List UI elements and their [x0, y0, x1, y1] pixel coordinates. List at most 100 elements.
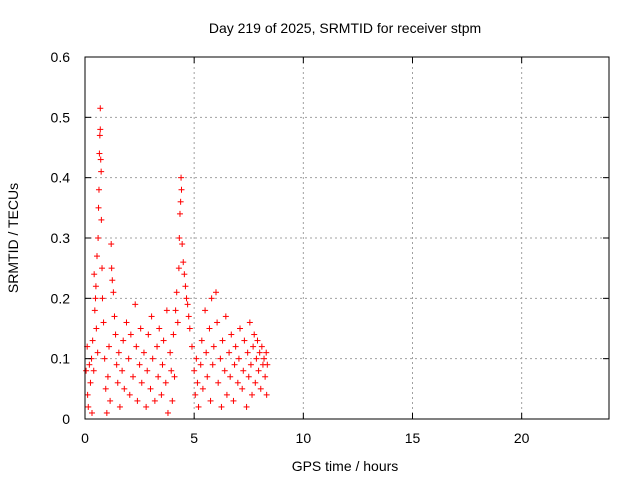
data-point [147, 385, 154, 392]
data-point [123, 319, 130, 326]
data-point [95, 204, 102, 211]
data-point [193, 355, 200, 362]
data-point [84, 391, 91, 398]
data-point [102, 385, 109, 392]
data-point [253, 355, 260, 362]
data-point [158, 391, 165, 398]
y-tick-label: 0.2 [51, 290, 71, 306]
x-tick-label: 15 [405, 430, 421, 446]
data-point [95, 186, 102, 193]
data-point [85, 403, 92, 410]
data-point [219, 337, 226, 344]
data-point [209, 361, 216, 368]
data-point [89, 337, 96, 344]
y-axis-title: SRMTID / TECUs [5, 183, 21, 293]
data-point [215, 379, 222, 386]
data-point [178, 174, 185, 181]
data-point [91, 307, 98, 314]
data-point [93, 325, 100, 332]
y-tick-label: 0.6 [51, 49, 71, 65]
data-point [185, 313, 192, 320]
data-point [88, 409, 95, 416]
data-point [160, 337, 167, 344]
data-point [214, 319, 221, 326]
data-point [86, 361, 93, 368]
x-axis-title: GPS time / hours [292, 458, 399, 474]
data-point [154, 343, 161, 350]
data-point [111, 313, 118, 320]
data-point [112, 331, 119, 338]
data-point [121, 385, 128, 392]
data-point [218, 403, 225, 410]
data-point [244, 349, 251, 356]
data-point [262, 373, 269, 380]
data-point [116, 403, 123, 410]
data-point [98, 216, 105, 223]
data-point [254, 337, 261, 344]
data-point [109, 277, 116, 284]
data-point [169, 397, 176, 404]
data-point [148, 313, 155, 320]
data-point [96, 150, 103, 157]
data-point [232, 343, 239, 350]
data-point [197, 361, 204, 368]
data-point [92, 295, 99, 302]
data-point [261, 355, 268, 362]
data-point [241, 337, 248, 344]
data-point [167, 349, 174, 356]
data-point [178, 186, 185, 193]
data-point [99, 265, 106, 272]
axis-ticks: 0 0.1 0.2 0.3 0.4 0.5 0.6 0 5 10 15 20 [51, 49, 609, 446]
data-point [127, 331, 134, 338]
data-point [227, 373, 234, 380]
data-point [239, 385, 246, 392]
chart-title: Day 219 of 2025, SRMTID for receiver stp… [209, 20, 481, 36]
data-point [217, 355, 224, 362]
data-point [95, 235, 102, 241]
data-point [138, 379, 145, 386]
data-point [149, 355, 156, 362]
data-point [168, 367, 175, 374]
data-point [183, 295, 190, 302]
data-point [110, 289, 117, 296]
data-point [172, 307, 179, 314]
data-point [263, 391, 270, 398]
data-point [202, 307, 209, 314]
data-point [191, 367, 198, 374]
data-point [246, 319, 253, 326]
data-point [106, 343, 113, 350]
y-tick-label: 0.1 [51, 351, 71, 367]
data-point [177, 198, 184, 205]
data-point [99, 295, 106, 302]
data-point [228, 331, 235, 338]
data-point [199, 385, 206, 392]
data-point [188, 343, 195, 350]
x-tick-label: 5 [190, 430, 198, 446]
y-tick-label: 0.4 [51, 170, 71, 186]
data-point [179, 241, 186, 248]
data-point [155, 373, 162, 380]
data-point [249, 391, 256, 398]
data-point [97, 156, 104, 163]
data-point [258, 343, 265, 350]
data-point [164, 409, 171, 416]
data-point [171, 373, 178, 380]
data-point [98, 168, 105, 175]
data-point [208, 295, 215, 302]
data-point [126, 391, 133, 398]
data-point [83, 367, 90, 374]
data-point [234, 379, 241, 386]
data-point [104, 373, 111, 380]
data-point [257, 385, 264, 392]
grid-lines [85, 57, 609, 419]
data-point [137, 325, 144, 332]
data-point [100, 319, 107, 326]
data-point [264, 361, 271, 368]
data-point [230, 397, 237, 404]
data-point [91, 271, 98, 278]
data-point [176, 235, 183, 241]
data-point [186, 325, 193, 332]
data-point [223, 391, 230, 398]
data-point [192, 391, 199, 398]
data-point [203, 349, 210, 356]
